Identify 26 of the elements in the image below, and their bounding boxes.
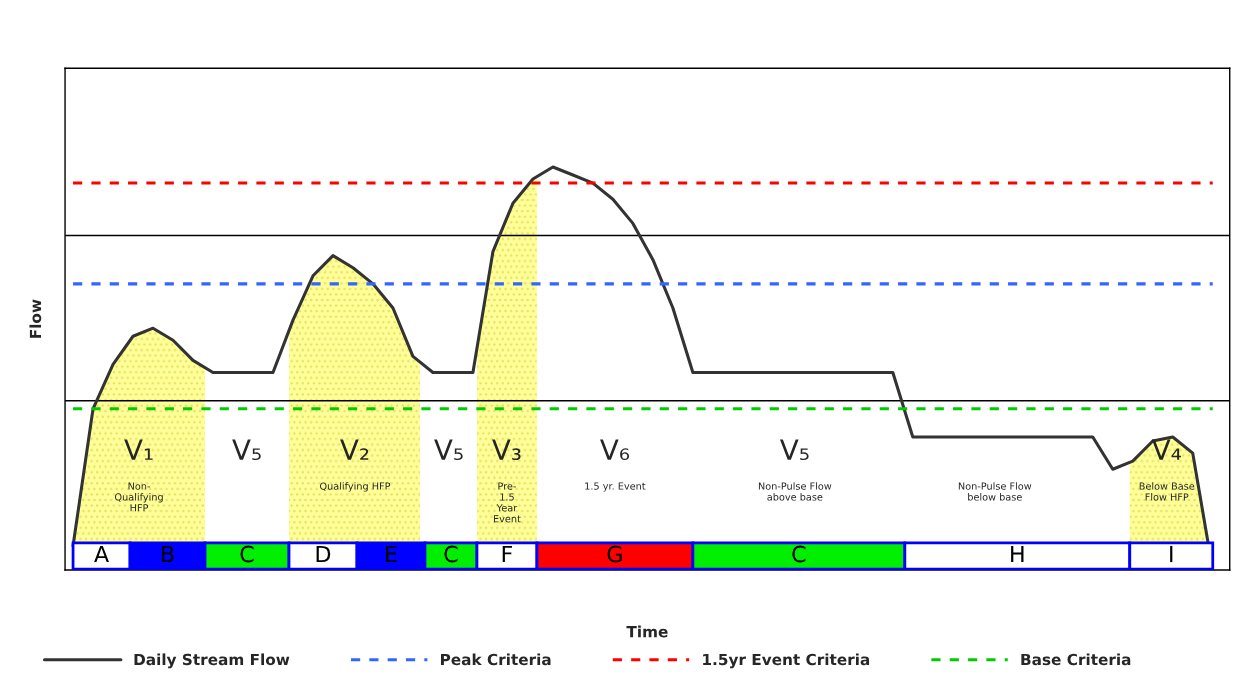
annotation: G (607, 545, 622, 563)
annotation: V₅ (434, 439, 463, 461)
annotation: V₅ Non-Pulse Flow above base (758, 439, 832, 501)
legend-label: Daily Stream Flow (134, 653, 290, 669)
annotation: B (162, 545, 174, 563)
annotation: V₄ Below Base Flow HFP (1139, 439, 1195, 501)
x-axis-title: Time (626, 625, 668, 638)
annotation: V₁ Non- Qualifying HFP (114, 439, 163, 512)
legend-label: 1.5yr Event Criteria (703, 653, 870, 669)
annotation: F (502, 545, 513, 563)
annotation: V₃ Pre- 1.5 Year Event (492, 439, 521, 523)
annotation: Non-Pulse Flow below base (958, 482, 1032, 501)
annotation: V₂ Qualifying HFP (319, 439, 391, 492)
annotation: V₆ 1.5 yr. Event (585, 439, 646, 492)
annotation: I (1170, 545, 1173, 563)
annotation: H (1011, 545, 1024, 563)
annotation: C (444, 545, 458, 563)
annotation: C (240, 545, 254, 563)
legend-label: Base Criteria (1021, 653, 1131, 666)
y-axis-title: Flow (29, 299, 42, 338)
annotation: A (94, 545, 109, 563)
annotation: E (386, 545, 397, 563)
annotation: C (792, 545, 806, 563)
legend-label: Peak Criteria (441, 653, 551, 666)
annotation: D (316, 545, 331, 563)
annotation: V₅ (232, 439, 261, 461)
